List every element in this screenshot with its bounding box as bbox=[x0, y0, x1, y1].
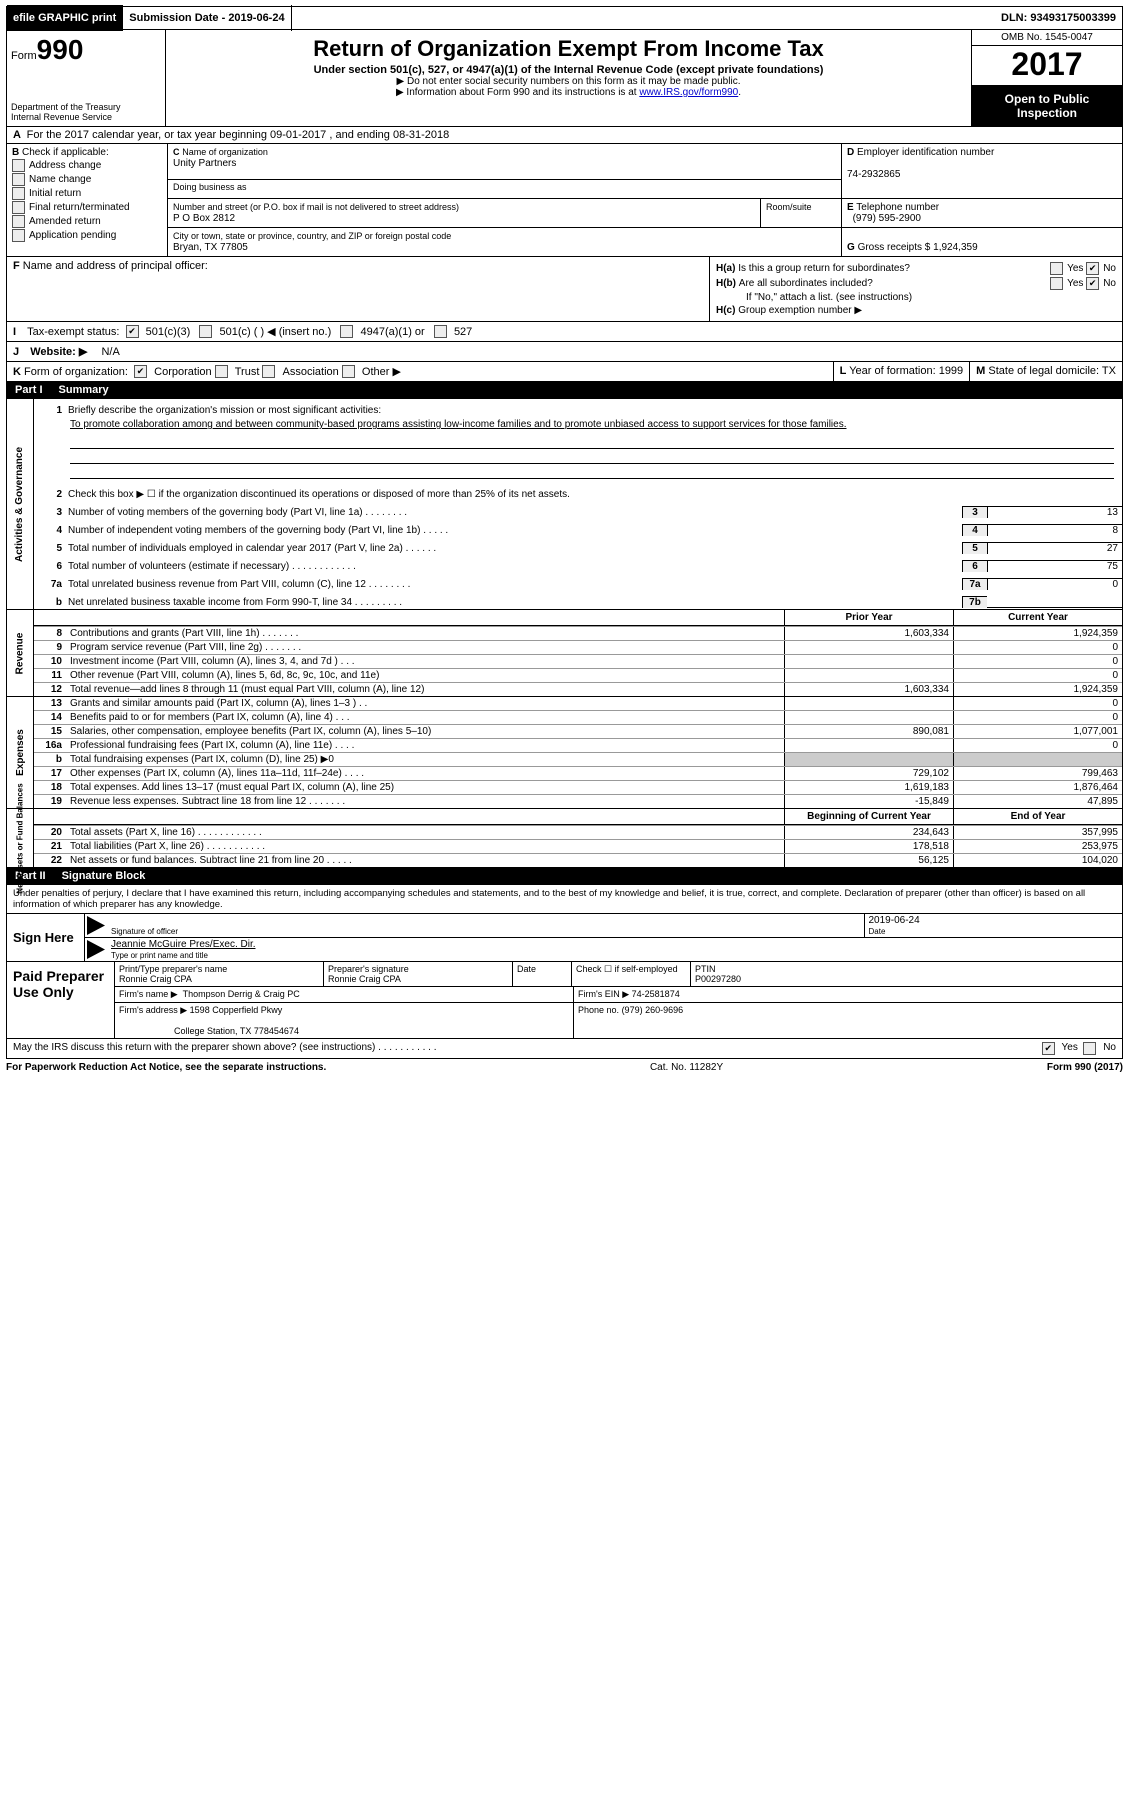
discuss-row: May the IRS discuss this return with the… bbox=[6, 1039, 1123, 1059]
submission-date: Submission Date - 2019-06-24 bbox=[123, 5, 291, 31]
cb-address-change[interactable] bbox=[12, 159, 25, 172]
j-website: J Website: ▶ N/A bbox=[6, 342, 1123, 362]
vlabel-expenses: Expenses bbox=[15, 729, 26, 776]
part2-header: Part II Signature Block bbox=[6, 868, 1123, 885]
h-group-return: H(a) Is this a group return for subordin… bbox=[709, 257, 1122, 321]
form-header: Form990 Department of the Treasury Inter… bbox=[6, 30, 1123, 127]
form-number: Form990 bbox=[11, 34, 161, 66]
dln-label: DLN: 93493175003399 bbox=[995, 5, 1122, 31]
org-name-cell: C Name of organization Unity Partners Do… bbox=[168, 144, 841, 198]
cb-other[interactable] bbox=[342, 365, 355, 378]
hb-no[interactable]: ✔ bbox=[1086, 277, 1099, 290]
header-note2: ▶ Information about Form 990 and its ins… bbox=[170, 87, 967, 98]
principal-officer: F Name and address of principal officer: bbox=[7, 257, 709, 321]
cb-trust[interactable] bbox=[215, 365, 228, 378]
vlabel-governance: Activities & Governance bbox=[15, 446, 26, 561]
i-tax-exempt: I Tax-exempt status: ✔ 501(c)(3) 501(c) … bbox=[6, 322, 1123, 342]
mission-text: To promote collaboration among and betwe… bbox=[70, 419, 847, 430]
net-assets-block: Net Assets or Fund Balances Beginning of… bbox=[6, 809, 1123, 868]
row-a-tax-year: A For the 2017 calendar year, or tax yea… bbox=[6, 127, 1123, 144]
ha-no[interactable]: ✔ bbox=[1086, 262, 1099, 275]
cb-initial-return[interactable] bbox=[12, 187, 25, 200]
efile-label[interactable]: efile GRAPHIC print bbox=[7, 5, 123, 31]
cb-application-pending[interactable] bbox=[12, 229, 25, 242]
cb-501c[interactable] bbox=[199, 325, 212, 338]
main-info-block: B Check if applicable: Address change Na… bbox=[6, 144, 1123, 257]
m-state-domicile: M State of legal domicile: TX bbox=[970, 362, 1122, 381]
activities-governance: Activities & Governance 1Briefly describ… bbox=[6, 399, 1123, 610]
dept-treasury: Department of the Treasury Internal Reve… bbox=[11, 102, 161, 122]
ha-yes[interactable] bbox=[1050, 262, 1063, 275]
sign-here-block: Sign Here Signature of officer 2019-06-2… bbox=[6, 914, 1123, 962]
form-title: Return of Organization Exempt From Incom… bbox=[170, 36, 967, 62]
tax-year: 2017 bbox=[972, 46, 1122, 86]
discuss-yes[interactable]: ✔ bbox=[1042, 1042, 1055, 1055]
paid-preparer-label: Paid Preparer Use Only bbox=[7, 962, 115, 1038]
cb-4947[interactable] bbox=[340, 325, 353, 338]
city-cell: City or town, state or province, country… bbox=[168, 228, 841, 256]
ein-cell: D Employer identification number 74-2932… bbox=[841, 144, 1122, 198]
f-h-row: F Name and address of principal officer:… bbox=[6, 257, 1123, 322]
signature-declaration: Under penalties of perjury, I declare th… bbox=[6, 885, 1123, 914]
hb-yes[interactable] bbox=[1050, 277, 1063, 290]
vlabel-net-assets: Net Assets or Fund Balances bbox=[16, 783, 25, 893]
arrow-icon bbox=[87, 940, 105, 959]
sign-here-label: Sign Here bbox=[7, 914, 85, 961]
vlabel-revenue: Revenue bbox=[15, 632, 26, 674]
irs-link[interactable]: www.IRS.gov/form990 bbox=[639, 87, 738, 98]
open-to-public: Open to Public Inspection bbox=[972, 86, 1122, 126]
paid-preparer-block: Paid Preparer Use Only Print/Type prepar… bbox=[6, 962, 1123, 1039]
revenue-block: Revenue Prior YearCurrent Year 8Contribu… bbox=[6, 610, 1123, 697]
expenses-block: Expenses 13Grants and similar amounts pa… bbox=[6, 697, 1123, 809]
cb-assoc[interactable] bbox=[262, 365, 275, 378]
top-bar: efile GRAPHIC print Submission Date - 20… bbox=[6, 6, 1123, 30]
address-cell: Number and street (or P.O. box if mail i… bbox=[168, 199, 841, 227]
telephone-cell: E Telephone number (979) 595-2900 bbox=[841, 199, 1122, 227]
arrow-icon bbox=[87, 916, 105, 935]
page-footer: For Paperwork Reduction Act Notice, see … bbox=[6, 1059, 1123, 1076]
hb-note: If "No," attach a list. (see instruction… bbox=[716, 292, 1116, 303]
cb-corp[interactable]: ✔ bbox=[134, 365, 147, 378]
gross-receipts-cell: G Gross receipts $ 1,924,359 bbox=[841, 228, 1122, 256]
header-note1: ▶ Do not enter social security numbers o… bbox=[170, 76, 967, 87]
cb-amended-return[interactable] bbox=[12, 215, 25, 228]
l-year-formation: L Year of formation: 1999 bbox=[834, 362, 971, 381]
col-b-checkboxes: B Check if applicable: Address change Na… bbox=[7, 144, 168, 256]
cb-527[interactable] bbox=[434, 325, 447, 338]
form-subtitle: Under section 501(c), 527, or 4947(a)(1)… bbox=[170, 64, 967, 76]
discuss-no[interactable] bbox=[1083, 1042, 1096, 1055]
cb-name-change[interactable] bbox=[12, 173, 25, 186]
omb-number: OMB No. 1545-0047 bbox=[972, 30, 1122, 46]
k-form-org: K Form of organization: ✔ Corporation Tr… bbox=[6, 362, 1123, 382]
cb-501c3[interactable]: ✔ bbox=[126, 325, 139, 338]
cb-final-return[interactable] bbox=[12, 201, 25, 214]
part1-header: Part I Summary bbox=[6, 382, 1123, 399]
